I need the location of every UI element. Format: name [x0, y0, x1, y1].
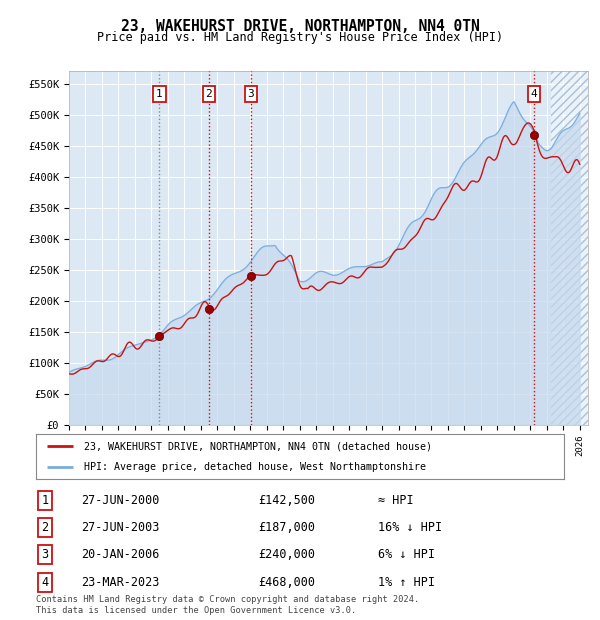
Text: 27-JUN-2003: 27-JUN-2003 — [81, 521, 160, 534]
Text: Contains HM Land Registry data © Crown copyright and database right 2024.
This d: Contains HM Land Registry data © Crown c… — [36, 595, 419, 614]
Text: ≈ HPI: ≈ HPI — [378, 494, 413, 507]
Text: 23-MAR-2023: 23-MAR-2023 — [81, 576, 160, 588]
Text: £240,000: £240,000 — [258, 549, 315, 561]
Text: 3: 3 — [41, 549, 49, 561]
Text: £187,000: £187,000 — [258, 521, 315, 534]
Text: 27-JUN-2000: 27-JUN-2000 — [81, 494, 160, 507]
Text: 2: 2 — [206, 89, 212, 99]
Text: 23, WAKEHURST DRIVE, NORTHAMPTON, NN4 0TN (detached house): 23, WAKEHURST DRIVE, NORTHAMPTON, NN4 0T… — [83, 441, 431, 451]
Text: 1: 1 — [41, 494, 49, 507]
Text: 16% ↓ HPI: 16% ↓ HPI — [378, 521, 442, 534]
Text: 1% ↑ HPI: 1% ↑ HPI — [378, 576, 435, 588]
Text: Price paid vs. HM Land Registry's House Price Index (HPI): Price paid vs. HM Land Registry's House … — [97, 31, 503, 43]
Text: 1: 1 — [156, 89, 163, 99]
Text: 23, WAKEHURST DRIVE, NORTHAMPTON, NN4 0TN: 23, WAKEHURST DRIVE, NORTHAMPTON, NN4 0T… — [121, 19, 479, 33]
Text: £468,000: £468,000 — [258, 576, 315, 588]
Text: HPI: Average price, detached house, West Northamptonshire: HPI: Average price, detached house, West… — [83, 462, 425, 472]
Text: £142,500: £142,500 — [258, 494, 315, 507]
Text: 2: 2 — [41, 521, 49, 534]
Text: 3: 3 — [248, 89, 254, 99]
Text: 4: 4 — [41, 576, 49, 588]
Text: 6% ↓ HPI: 6% ↓ HPI — [378, 549, 435, 561]
Text: 4: 4 — [530, 89, 538, 99]
Text: 20-JAN-2006: 20-JAN-2006 — [81, 549, 160, 561]
